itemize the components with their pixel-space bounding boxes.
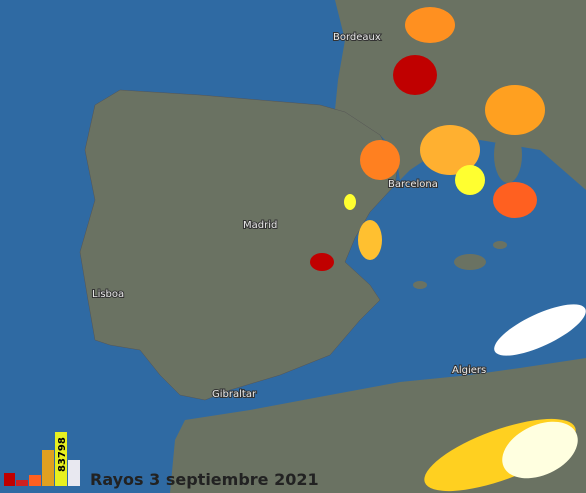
legend-bar [55,432,67,486]
legend: 83798 [4,432,80,486]
lightning-cluster [485,85,545,135]
city-label: Algiers [452,365,486,376]
lightning-cluster [360,140,400,180]
legend-bar [42,450,54,486]
city-label: Gibraltar [212,389,257,400]
menorca [493,241,507,249]
lightning-cluster [393,55,437,95]
lightning-cluster [420,125,480,175]
lightning-cluster [493,182,537,218]
lightning-cluster [494,304,586,356]
lightning-cluster [455,165,485,195]
corsica [494,127,522,183]
france [335,0,586,190]
mallorca [454,254,486,270]
city-label: Lisboa [92,289,124,300]
city-label: Madrid [243,220,277,231]
legend-bar [68,460,80,486]
lightning-cluster [344,194,356,210]
lightning-cluster [405,7,455,43]
city-label: Barcelona [388,179,438,190]
iberia [79,89,399,401]
legend-bar [4,473,15,486]
total-count: 83798 [57,437,68,472]
map-title: Rayos 3 septiembre 2021 [90,470,319,489]
lightning-cluster [502,421,578,479]
lightning-cluster [358,220,382,260]
ibiza [413,281,427,289]
legend-bar [29,475,41,486]
city-label: Bordeaux [333,32,381,43]
legend-bar [16,480,28,486]
lightning-cluster [310,253,334,271]
lightning [310,7,586,492]
